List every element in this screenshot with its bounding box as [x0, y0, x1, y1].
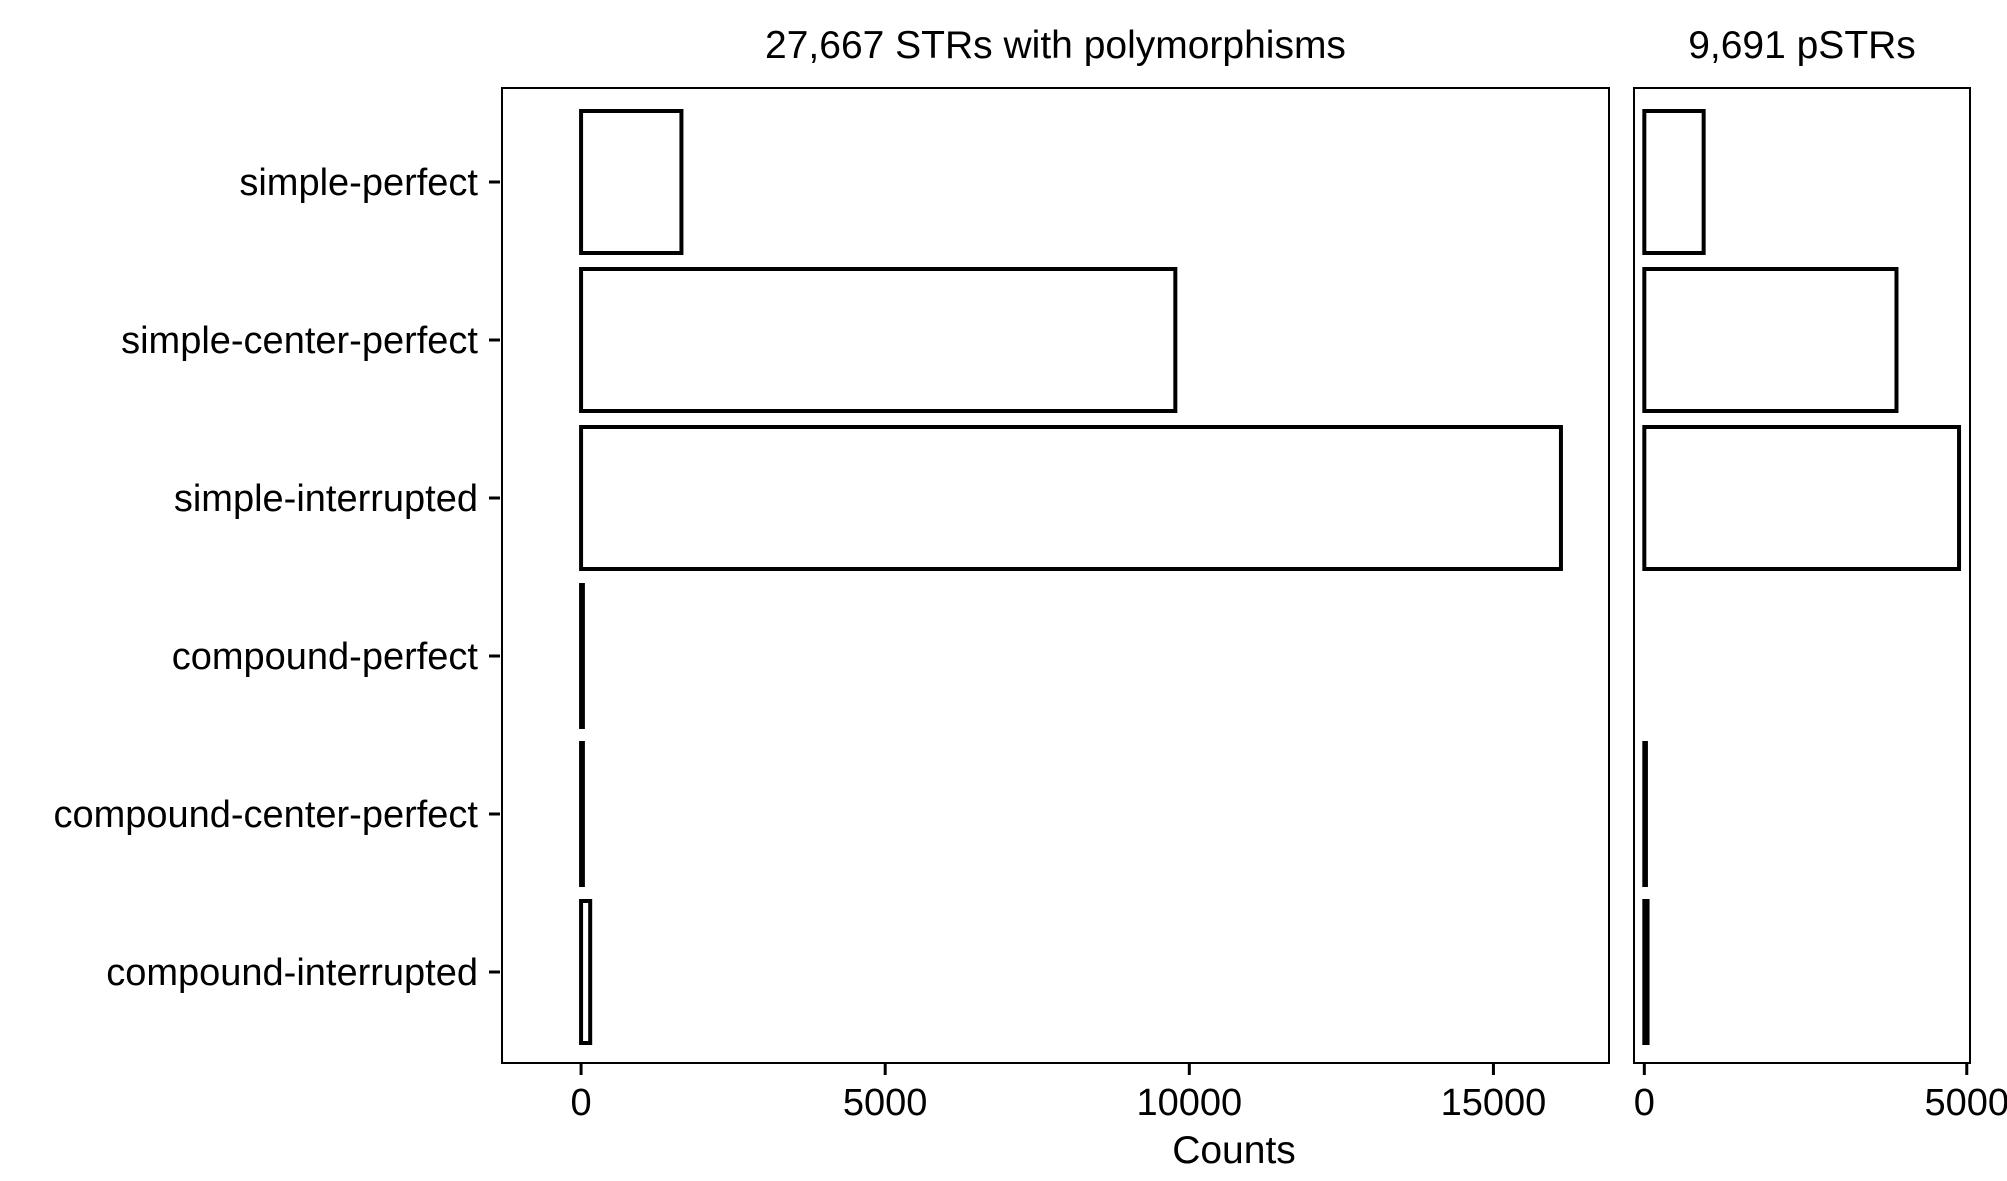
- panel-title: 27,667 STRs with polymorphisms: [765, 24, 1346, 67]
- panel-str-polymorphisms: 27,667 STRs with polymorphisms 0 5000 10000…: [501, 24, 1610, 1124]
- bar-simple-interrupted: [1642, 425, 1962, 571]
- bar-simple-perfect: [1642, 109, 1706, 255]
- panel-frame: [1633, 87, 1971, 1064]
- x-tick-label-0: 0: [1634, 1082, 1655, 1124]
- panel-title: 9,691 pSTRs: [1688, 24, 1916, 67]
- y-tick-label-compound-center-perfect: compound-center-perfect: [53, 794, 478, 836]
- x-axis-title: Counts: [1172, 1129, 1296, 1172]
- bar-compound-center-perfect: [579, 741, 585, 887]
- y-tick-label-compound-interrupted: compound-interrupted: [106, 952, 478, 994]
- y-tick-label-simple-perfect: simple-perfect: [239, 162, 478, 204]
- bar-simple-perfect: [579, 109, 684, 255]
- x-tick-label-5000: 5000: [843, 1082, 928, 1124]
- panel-pstrs: 9,691 pSTRs 0 5000: [1633, 24, 2007, 1124]
- category-axis: simple-perfect simple-center-perfect simpl…: [53, 162, 500, 994]
- x-tick-label-0: 0: [571, 1082, 592, 1124]
- y-tick-label-compound-perfect: compound-perfect: [172, 636, 479, 678]
- panel-frame: [501, 87, 1610, 1064]
- bar-simple-interrupted: [579, 425, 1563, 571]
- x-tick-label-10000: 10000: [1136, 1082, 1242, 1124]
- bar-simple-center-perfect: [579, 267, 1178, 413]
- y-tick-label-simple-interrupted: simple-interrupted: [174, 478, 478, 520]
- x-tick-label-15000: 15000: [1441, 1082, 1547, 1124]
- bar-simple-center-perfect: [1642, 267, 1899, 413]
- bar-compound-interrupted: [579, 899, 593, 1045]
- x-tick-label-5000: 5000: [1925, 1082, 2007, 1124]
- bar-compound-interrupted: [1642, 899, 1650, 1045]
- bar-compound-center-perfect: [1642, 741, 1648, 887]
- y-tick-label-simple-center-perfect: simple-center-perfect: [121, 320, 478, 362]
- bar-compound-perfect: [579, 583, 585, 729]
